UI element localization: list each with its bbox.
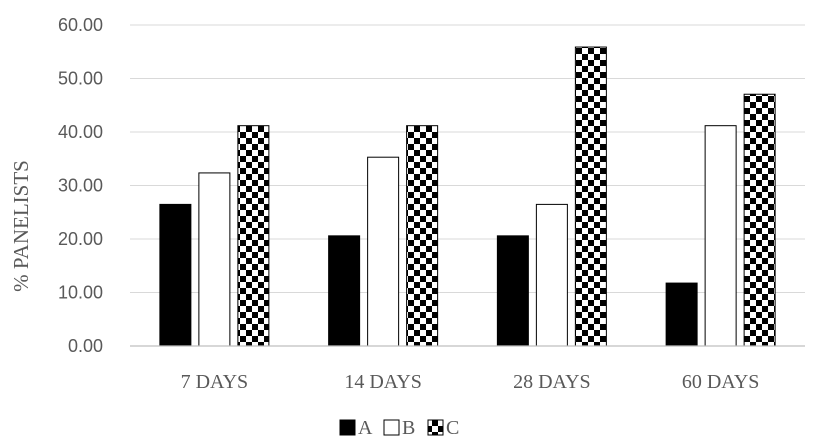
legend-swatch-a	[339, 419, 356, 436]
legend-label-a: A	[358, 417, 373, 439]
bar-c-60-days	[743, 93, 776, 347]
y-tick-label: 60.00	[58, 15, 103, 35]
legend-label-c: C	[446, 417, 459, 439]
bar-c-7-days	[237, 125, 270, 347]
y-tick-label: 40.00	[58, 122, 103, 142]
legend: A B C	[339, 417, 459, 439]
x-tick-label: 28 DAYS	[513, 371, 591, 393]
bar-a-14-days	[328, 235, 361, 347]
y-tick-label: 0.00	[68, 336, 103, 356]
x-tick-label: 7 DAYS	[181, 371, 249, 393]
x-tick-label: 14 DAYS	[344, 371, 422, 393]
bar-a-7-days	[159, 203, 192, 347]
legend-swatch-c	[427, 419, 444, 436]
y-axis-title: % PANELISTS	[9, 160, 33, 292]
bar-b-28-days	[535, 203, 568, 347]
y-tick-label: 10.00	[58, 283, 103, 303]
x-axis-labels: 7 DAYS 14 DAYS 28 DAYS 60 DAYS	[181, 371, 760, 393]
bar-c-14-days	[406, 125, 439, 347]
legend-label-b: B	[402, 417, 415, 439]
bar-b-60-days	[704, 125, 737, 347]
bar-c-28-days	[574, 46, 607, 347]
bar-a-60-days	[665, 282, 698, 347]
y-tick-label: 30.00	[58, 176, 103, 196]
bar-b-7-days	[198, 172, 231, 347]
x-tick-label: 60 DAYS	[682, 371, 760, 393]
y-axis-ticks: 0.00 10.00 20.00 30.00 40.00 50.00 60.00	[58, 15, 103, 356]
bar-a-28-days	[496, 235, 529, 347]
bar-b-14-days	[367, 156, 400, 347]
bars	[159, 46, 776, 347]
y-tick-label: 50.00	[58, 69, 103, 89]
y-tick-label: 20.00	[58, 229, 103, 249]
legend-swatch-b	[383, 419, 400, 436]
gridlines	[130, 24, 805, 293]
